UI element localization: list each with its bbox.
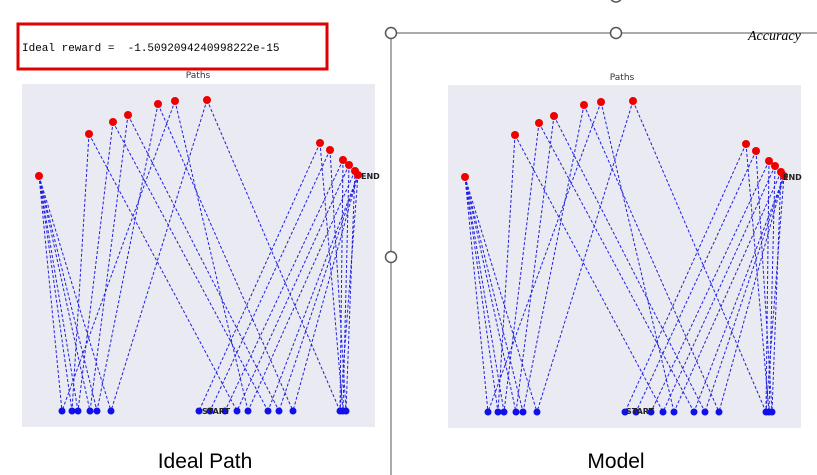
end-label: END [361,172,380,181]
paths-plot [21,83,376,428]
caption: Model [587,450,644,473]
status-text: Ideal reward = -1.5092094240998222e-15 [22,43,279,55]
plot-title: Paths [610,73,635,83]
corner-text: Accuracy [747,29,802,44]
highlight-box [16,22,329,71]
selection-frame[interactable] [384,0,817,475]
end-label: END [783,173,802,182]
paths-plot [447,84,802,429]
caption: Ideal Path [158,450,253,473]
start-label: START [202,407,231,416]
plot-title: Paths [186,71,211,81]
start-label: START [626,407,655,416]
